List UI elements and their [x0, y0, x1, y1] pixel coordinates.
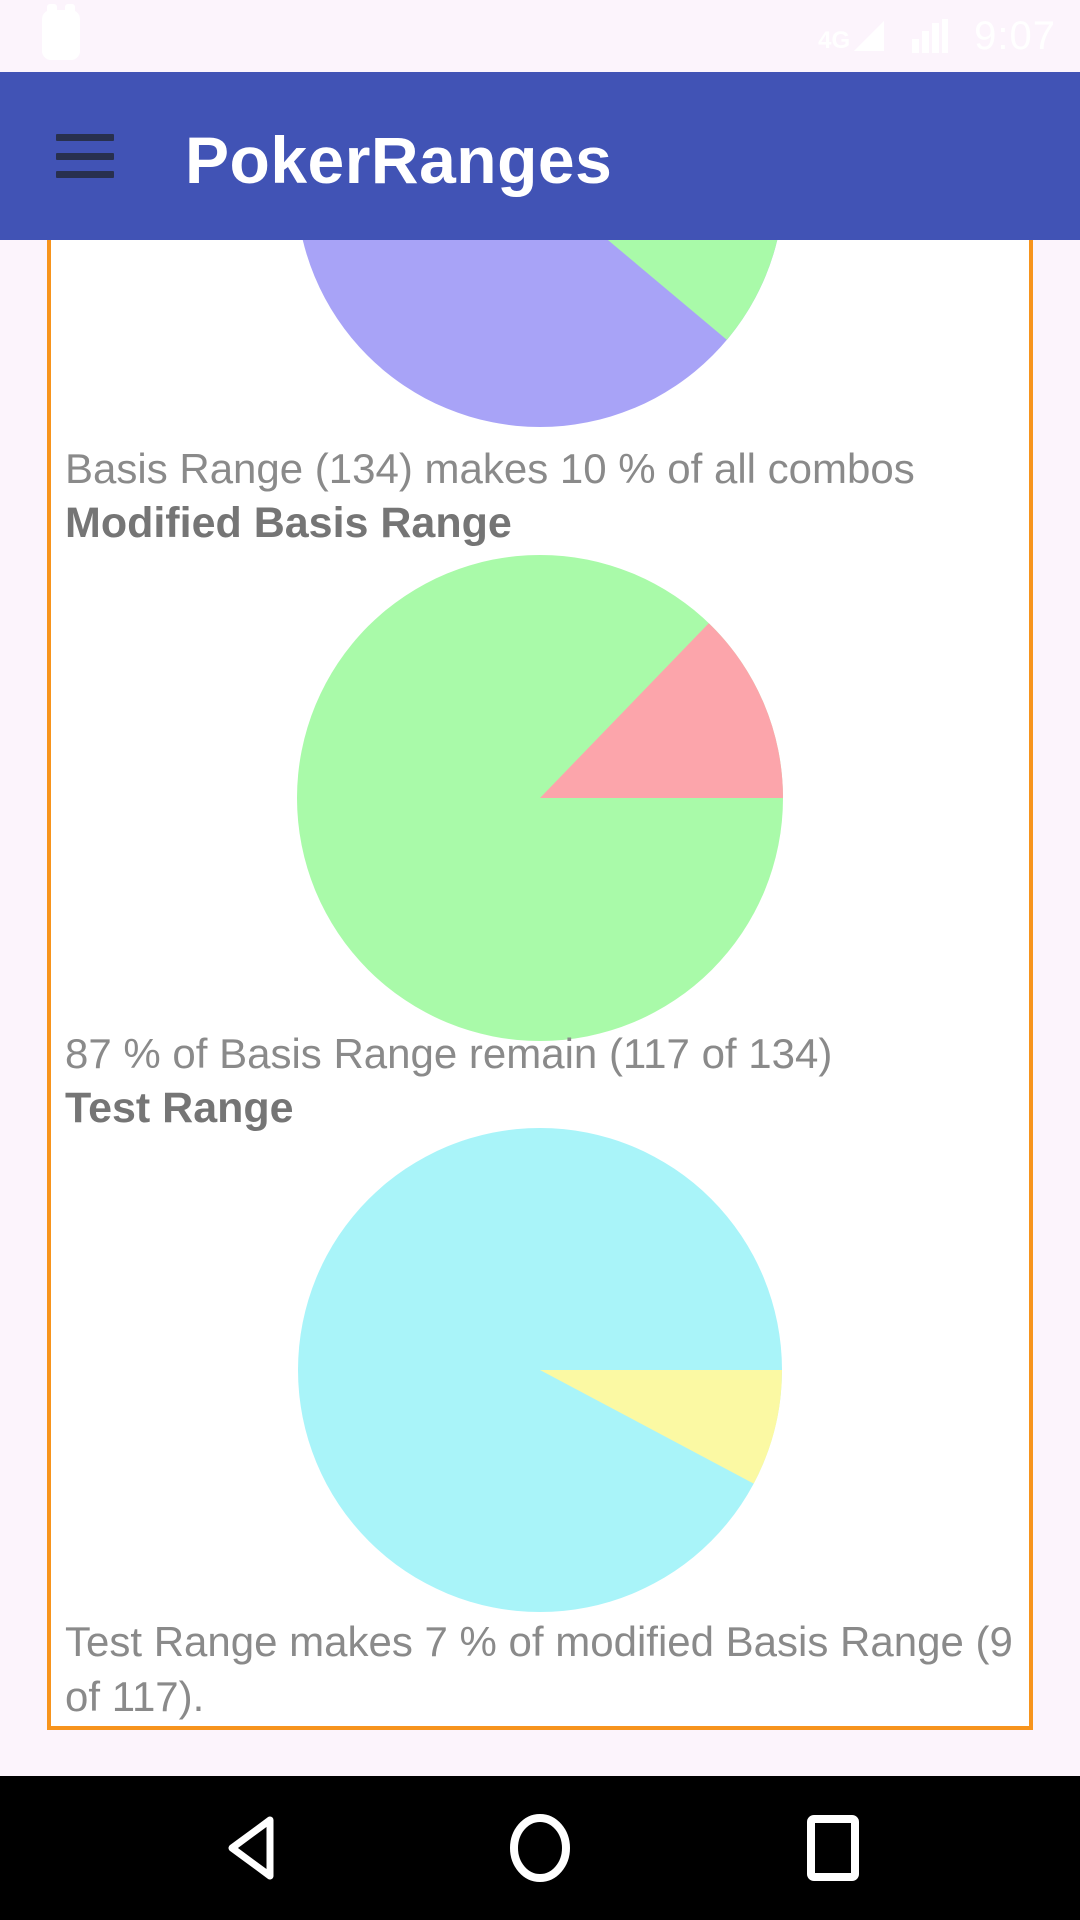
menu-icon[interactable]	[56, 134, 114, 178]
status-bar-right: 4G 9:07	[818, 0, 1056, 72]
back-button[interactable]	[224, 1814, 276, 1882]
content-scroll-area[interactable]: Basis Range (134) makes 10 % of all comb…	[0, 240, 1080, 1776]
modified-basis-range-heading: Modified Basis Range	[65, 499, 512, 547]
modified-basis-range-pie-chart[interactable]	[297, 555, 783, 1041]
status-bar: 4G 9:07	[0, 0, 1080, 72]
cellular-signal-icon: 4G	[818, 19, 886, 53]
recents-button[interactable]	[805, 1814, 861, 1882]
signal-bars-icon	[912, 19, 949, 53]
notification-icon	[42, 4, 80, 60]
modified-basis-range-caption: 87 % of Basis Range remain (117 of 134)	[65, 1030, 833, 1077]
clock: 9:07	[974, 13, 1056, 58]
ranges-summary-card: Basis Range (134) makes 10 % of all comb…	[47, 240, 1033, 1730]
basis-range-caption: Basis Range (134) makes 10 % of all comb…	[65, 445, 915, 492]
test-range-caption: Test Range makes 7 % of modified Basis R…	[65, 1618, 1013, 1720]
app-bar: PokerRanges	[0, 72, 1080, 240]
app-title: PokerRanges	[185, 123, 613, 197]
home-button[interactable]	[508, 1814, 572, 1882]
basis-range-pie-chart[interactable]	[296, 240, 784, 427]
test-range-heading: Test Range	[65, 1084, 294, 1132]
signal-triangle-icon	[854, 21, 885, 51]
network-type-label: 4G	[818, 27, 851, 54]
test-range-pie-chart[interactable]	[298, 1128, 782, 1612]
android-nav-bar	[0, 1776, 1080, 1920]
